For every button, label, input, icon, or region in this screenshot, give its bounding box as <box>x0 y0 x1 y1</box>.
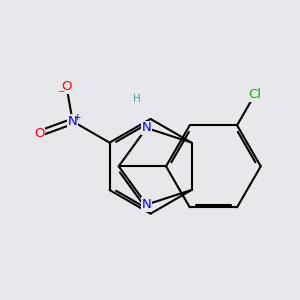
Text: O: O <box>34 127 44 140</box>
Text: N: N <box>142 122 152 134</box>
Text: −: − <box>58 87 65 96</box>
Text: +: + <box>73 112 81 122</box>
Text: N: N <box>142 198 152 211</box>
Text: H: H <box>133 94 141 104</box>
Text: O: O <box>61 80 72 93</box>
Text: Cl: Cl <box>248 88 261 101</box>
Text: N: N <box>68 115 77 128</box>
